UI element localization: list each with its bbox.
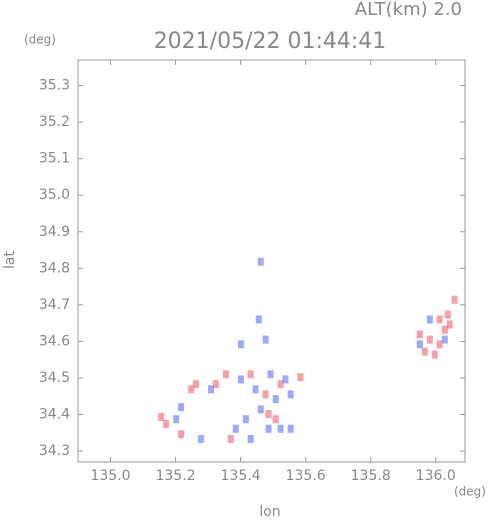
echo-point	[416, 340, 423, 349]
x-tick-label: 135.0	[90, 468, 130, 484]
y-tick-label: 34.6	[39, 333, 70, 349]
y-tick-label: 35.2	[39, 114, 70, 130]
y-tick-label: 34.5	[39, 370, 70, 386]
echo-point	[237, 375, 244, 384]
echo-point	[277, 424, 284, 433]
x-tick-label: 135.6	[286, 468, 326, 484]
x-tick-label: 135.4	[221, 468, 261, 484]
echo-point	[297, 373, 304, 382]
echo-point	[178, 403, 185, 412]
echo-point	[222, 370, 229, 379]
echo-point	[257, 405, 264, 414]
echo-point	[252, 385, 259, 394]
x-tick-label: 136.0	[416, 468, 456, 484]
echo-point	[197, 434, 204, 443]
echo-point	[446, 320, 453, 329]
echo-point	[262, 390, 269, 399]
echo-point	[227, 434, 234, 443]
echo-point	[242, 415, 249, 424]
echo-point	[193, 380, 200, 389]
y-axis-label: lat	[2, 251, 18, 269]
echo-point	[282, 375, 289, 384]
x-tick-label: 135.2	[156, 468, 196, 484]
echo-point	[441, 325, 448, 334]
echo-point	[272, 395, 279, 404]
echo-point	[451, 295, 458, 304]
echo-point	[178, 430, 185, 439]
echo-point	[247, 370, 254, 379]
chart-title: 2021/05/22 01:44:41	[154, 29, 387, 54]
echo-point	[265, 410, 272, 419]
annotation: ALT(km) 2.0	[355, 0, 462, 20]
x-tick-label: 135.8	[351, 468, 391, 484]
y-tick-label: 35.3	[39, 78, 70, 94]
plot-frame	[77, 59, 466, 463]
echo-point	[287, 424, 294, 433]
echo-point	[163, 419, 170, 428]
echo-point	[426, 315, 433, 324]
y-tick-label: 34.8	[39, 260, 70, 276]
x-axis-label: lon	[259, 504, 280, 520]
echo-point	[287, 390, 294, 399]
echo-point	[262, 335, 269, 344]
echo-point	[212, 380, 219, 389]
echo-point	[436, 340, 443, 349]
echo-point	[188, 385, 195, 394]
echo-point	[232, 424, 239, 433]
echo-point	[441, 335, 448, 344]
echo-point	[426, 335, 433, 344]
echo-point	[257, 257, 264, 266]
y-tick-label: 34.3	[39, 443, 70, 459]
echo-point	[421, 347, 428, 356]
echo-point	[158, 413, 165, 422]
y-tick-label: 34.9	[39, 224, 70, 240]
echo-point	[277, 380, 284, 389]
echo-point	[247, 434, 254, 443]
y-tick-label: 34.4	[39, 406, 70, 422]
echo-point	[444, 310, 451, 319]
y-unit: (deg)	[24, 33, 56, 47]
echo-point	[416, 330, 423, 339]
echo-point	[255, 315, 262, 324]
echo-point	[237, 340, 244, 349]
echo-point	[431, 350, 438, 359]
y-tick-label: 34.7	[39, 297, 70, 313]
echo-point	[265, 424, 272, 433]
echo-point	[272, 415, 279, 424]
echo-point	[173, 415, 180, 424]
echo-point	[208, 385, 215, 394]
echo-point	[267, 370, 274, 379]
echo-point	[436, 315, 443, 324]
y-tick-label: 35.0	[39, 187, 70, 203]
y-tick-label: 35.1	[39, 151, 70, 167]
x-unit: (deg)	[454, 485, 486, 499]
